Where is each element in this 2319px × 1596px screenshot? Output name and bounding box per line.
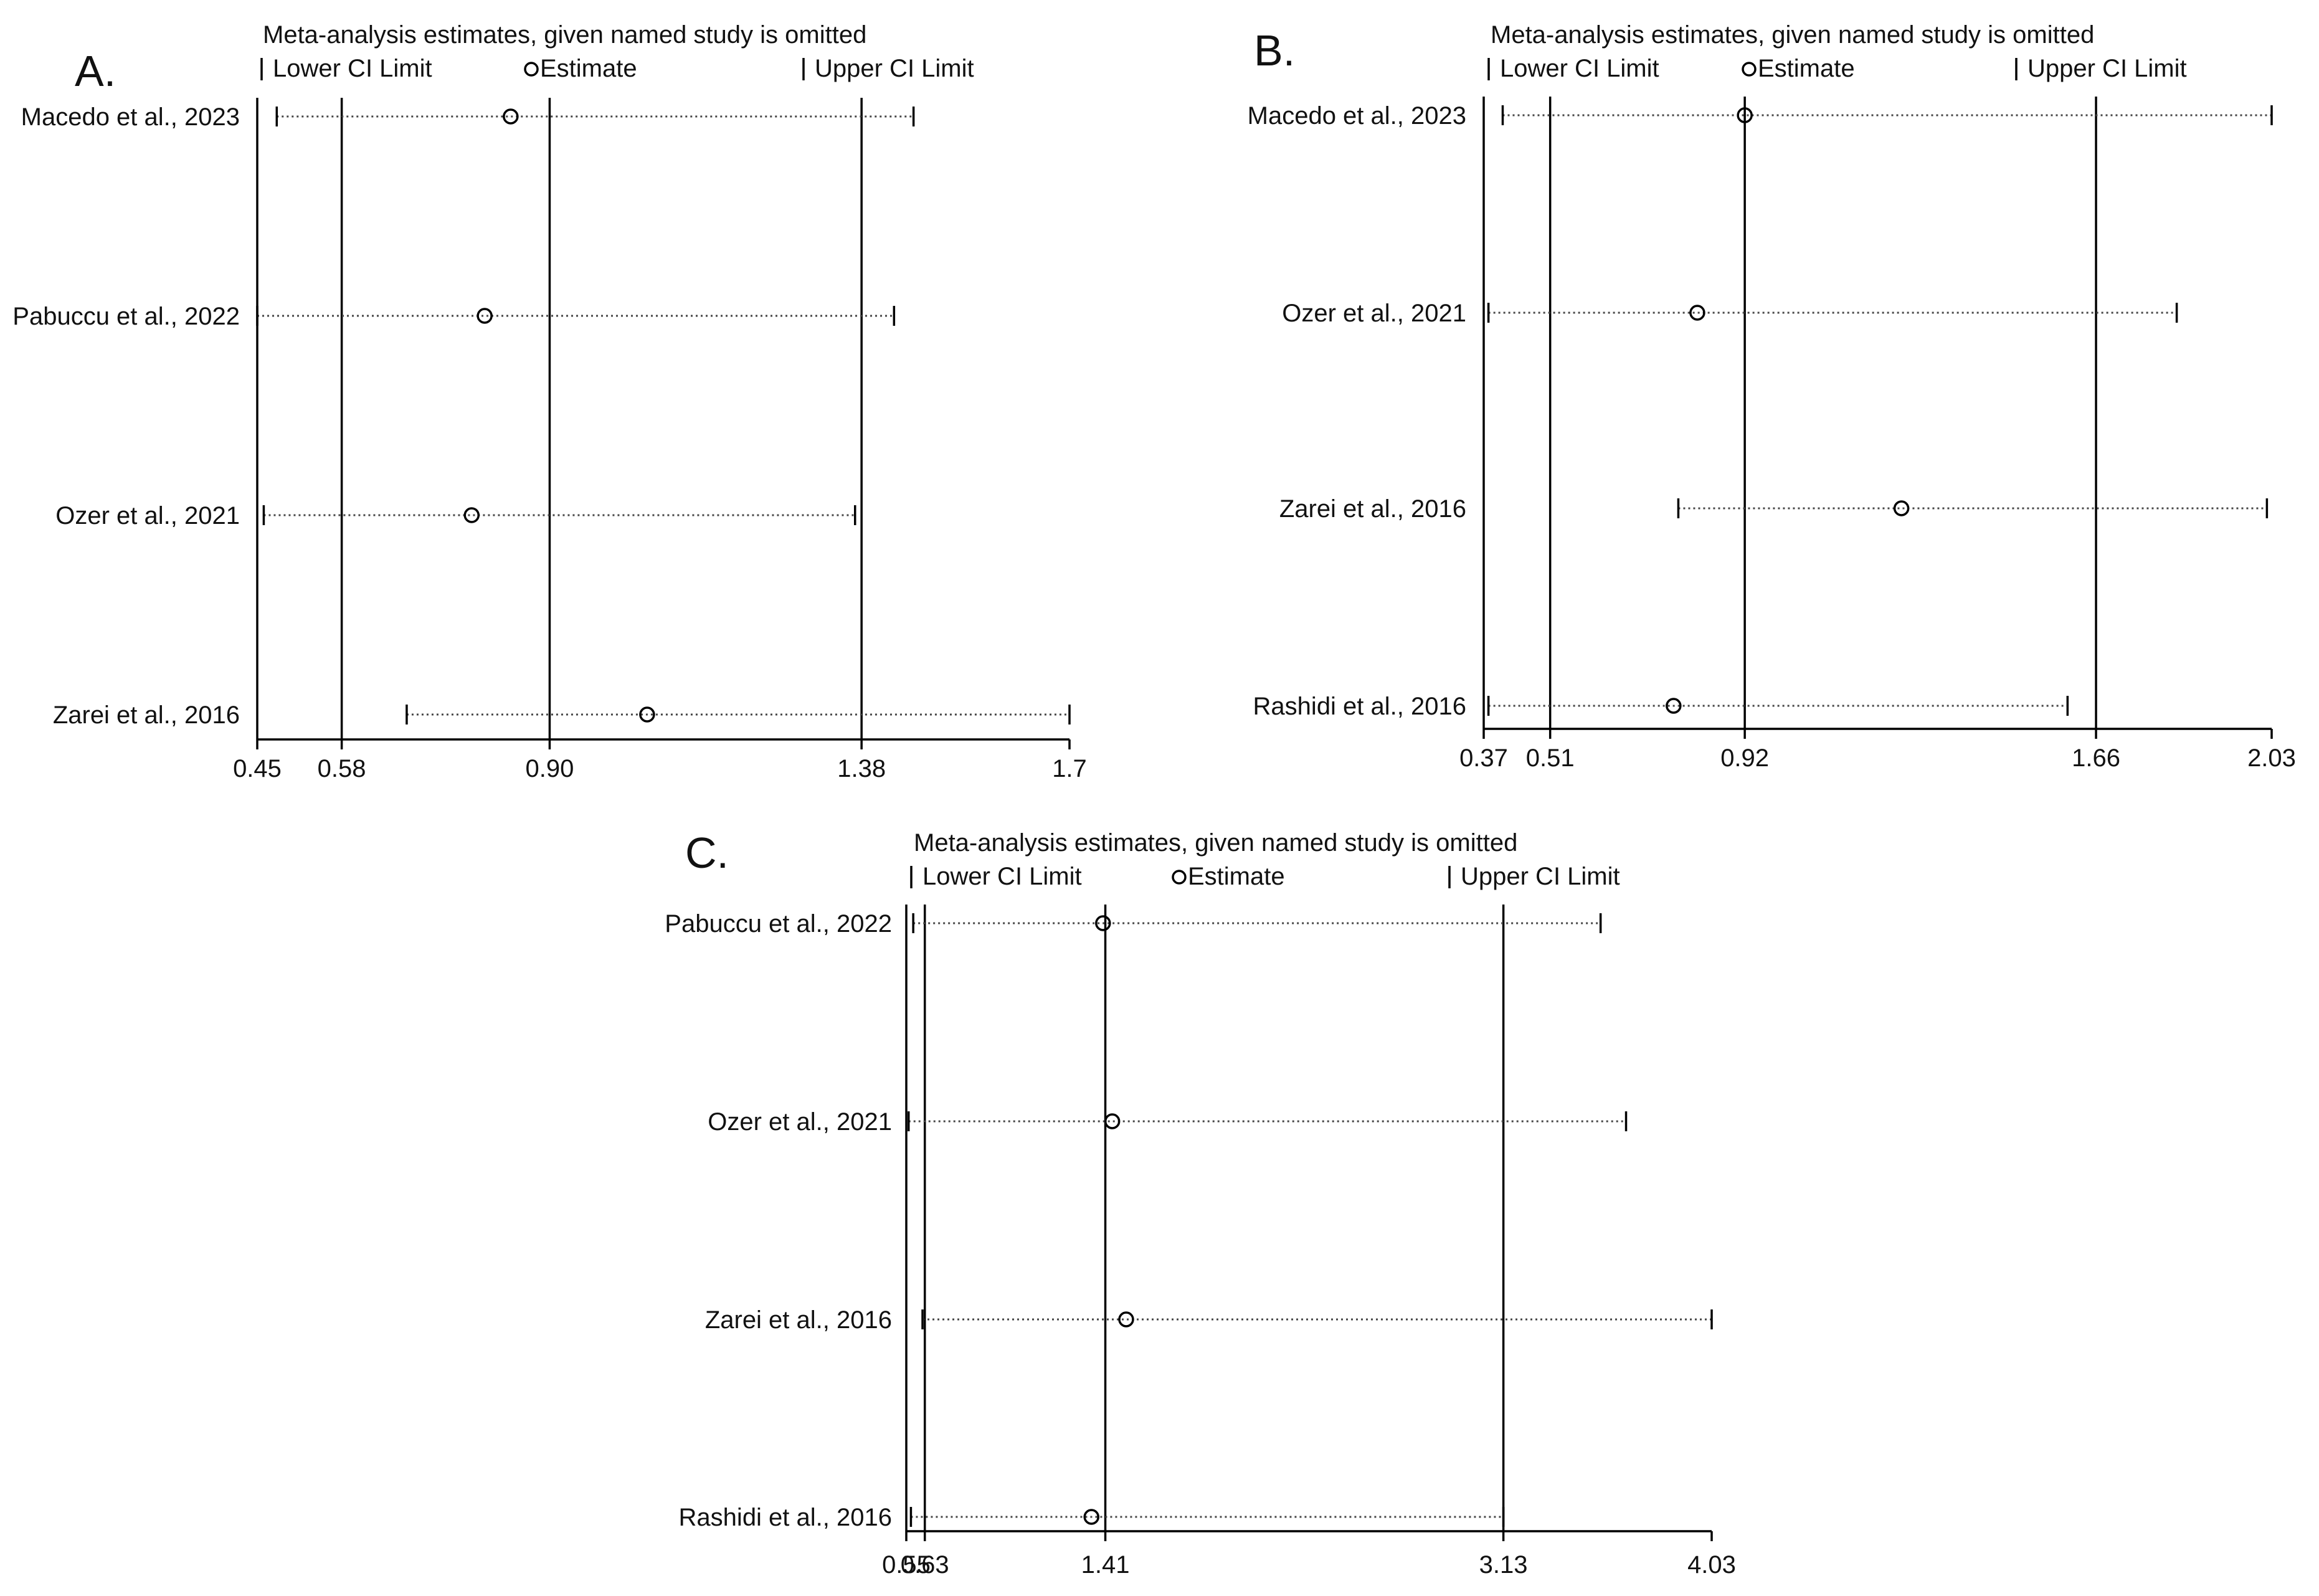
study-label: Zarei et al., 2016 <box>1279 495 1466 523</box>
panel-2: B. Meta-analysis estimates, given named s… <box>1248 21 2296 772</box>
x-tick-label: 1.66 <box>2072 744 2120 772</box>
panel-letter: B. <box>1254 26 1295 75</box>
legend-estimate-marker <box>1742 62 1757 77</box>
study-label: Macedo et al., 2023 <box>1248 102 1466 130</box>
x-tick-label: 0.90 <box>526 755 574 782</box>
legend-estimate-label: Estimate <box>1758 55 1855 82</box>
x-tick-label: 2.03 <box>2247 744 2296 772</box>
x-tick-label: 1.38 <box>837 755 886 782</box>
chart-title: Meta-analysis estimates, given named stu… <box>914 829 1517 857</box>
estimate-point <box>477 308 493 324</box>
estimate-point <box>1095 915 1111 931</box>
x-tick-label: 0.37 <box>1459 744 1508 772</box>
x-tick-label: 0.45 <box>233 755 282 782</box>
estimate-point <box>463 507 480 523</box>
legend-estimate-label: Estimate <box>1188 863 1285 890</box>
study-label: Pabuccu et al., 2022 <box>665 910 892 938</box>
panel-letter: A. <box>75 47 116 95</box>
legend-estimate-marker <box>524 62 539 77</box>
legend-lower-label: Lower CI Limit <box>273 55 432 82</box>
legend-upper-label: Upper CI Limit <box>1461 863 1620 890</box>
study-label: Ozer et al., 2021 <box>1282 300 1466 327</box>
estimate-point <box>1689 305 1705 321</box>
estimate-point <box>1893 500 1910 516</box>
legend-lower-label: Lower CI Limit <box>922 863 1082 890</box>
panel-letter: C. <box>685 829 729 877</box>
legend-upper-label: Upper CI Limit <box>815 55 974 82</box>
legend-lower-label: Lower CI Limit <box>1500 55 1659 82</box>
estimate-point <box>1118 1311 1134 1328</box>
study-label: Ozer et al., 2021 <box>708 1108 892 1136</box>
study-label: Rashidi et al., 2016 <box>679 1504 892 1531</box>
chart-title: Meta-analysis estimates, given named stu… <box>263 21 866 49</box>
x-tick-label: 0.63 <box>901 1551 949 1579</box>
estimate-point <box>1083 1509 1099 1525</box>
legend-upper-label: Upper CI Limit <box>2027 55 2187 82</box>
study-label: Zarei et al., 2016 <box>705 1306 892 1334</box>
estimate-point <box>1666 698 1682 714</box>
estimate-point <box>1104 1113 1121 1129</box>
x-tick-label: 0.55 <box>882 1551 931 1579</box>
study-label: Zarei et al., 2016 <box>53 701 240 729</box>
study-label: Rashidi et al., 2016 <box>1253 693 1466 720</box>
legend-estimate-label: Estimate <box>540 55 637 82</box>
x-tick-label: 1.7 <box>1052 755 1087 782</box>
x-tick-label: 3.13 <box>1479 1551 1528 1579</box>
x-tick-label: 0.92 <box>1720 744 1769 772</box>
x-tick-label: 1.41 <box>1081 1551 1130 1579</box>
x-tick-label: 0.58 <box>318 755 366 782</box>
estimate-point <box>503 108 519 125</box>
study-label: Ozer et al., 2021 <box>55 502 240 530</box>
panel-3: C. Meta-analysis estimates, given named s… <box>665 829 1736 1579</box>
chart-title: Meta-analysis estimates, given named stu… <box>1491 21 2094 49</box>
study-label: Macedo et al., 2023 <box>21 103 240 131</box>
legend-estimate-marker <box>1172 870 1187 885</box>
study-label: Pabuccu et al., 2022 <box>12 303 240 330</box>
estimate-point <box>639 706 655 723</box>
x-tick-label: 4.03 <box>1687 1551 1736 1579</box>
x-tick-label: 0.51 <box>1526 744 1575 772</box>
estimate-point <box>1737 107 1753 123</box>
panel-1: A. Meta-analysis estimates, given named s… <box>12 21 1087 782</box>
